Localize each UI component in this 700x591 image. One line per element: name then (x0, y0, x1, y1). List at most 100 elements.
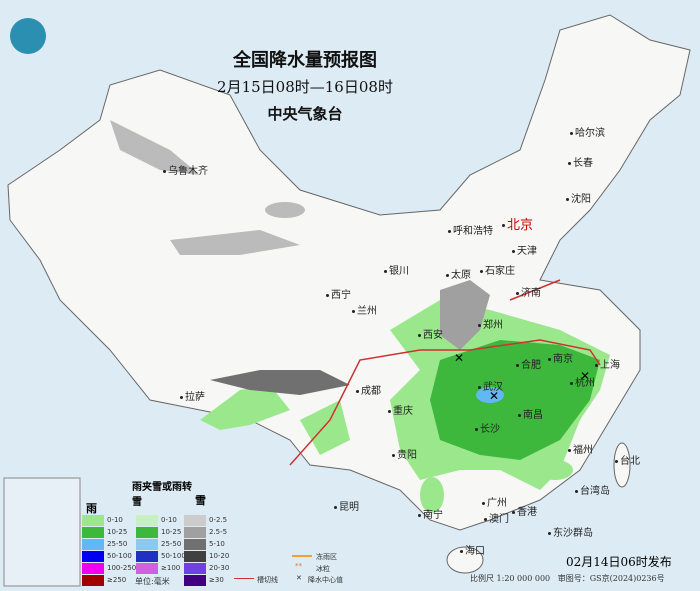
city-label: 济南 (516, 284, 541, 299)
legend-unit: 单位:毫米 (135, 577, 170, 586)
city-label: 杭州 (570, 374, 595, 389)
map-scale: 比例尺 1:20 000 000 (470, 574, 551, 583)
legend-label-snow: 2.5-5 (209, 528, 228, 536)
legend-swatch-mixed (136, 551, 158, 562)
rain-area-sw (300, 400, 350, 455)
city-label: 南昌 (518, 406, 543, 421)
legend-label-mixed: 0-10 (161, 516, 177, 524)
legend-label-rain: 0-10 (107, 516, 123, 524)
legend-swatch-rain (82, 551, 104, 562)
city-label: 香港 (512, 503, 537, 518)
legend-label-snow: 20-30 (209, 564, 230, 572)
issuer: 中央气象台 (267, 105, 343, 123)
legend-trough: 槽切线 (257, 576, 278, 584)
legend-snow-title: 雪 (195, 494, 206, 507)
city-label: 北京 (502, 214, 533, 233)
snow-area-qinghai (170, 230, 300, 255)
city-label: 长沙 (475, 420, 500, 435)
city-label: 西安 (418, 326, 443, 341)
south-china-sea-inset (3, 477, 81, 587)
legend-sleet: 冰粒 (316, 565, 330, 573)
legend-swatch-snow (184, 563, 206, 574)
forecast-period: 2月15日08时—16日08时 (217, 78, 393, 96)
city-label: 乌鲁木齐 (163, 162, 208, 177)
legend-swatch-snow (184, 575, 206, 586)
precip-center-marker: ✕ (489, 389, 499, 403)
city-label: 台北 (615, 452, 640, 467)
legend-label-snow: 0-2.5 (209, 516, 228, 524)
legend-swatch-rain (82, 515, 104, 526)
scale-text: 比例尺 1:20 000 000 审图号：GS京(2024)0236号 (470, 573, 665, 584)
city-label: 长春 (568, 154, 593, 169)
legend-label-mixed: 50-100 (161, 552, 186, 560)
center-cross-icon: ✕ (296, 574, 302, 582)
city-label: 沈阳 (566, 190, 591, 205)
city-label: 呼和浩特 (448, 222, 493, 237)
approval-number: 审图号：GS京(2024)0236号 (557, 574, 665, 583)
legend-swatch-rain (82, 575, 104, 586)
city-label: 成都 (356, 382, 381, 397)
city-label: 合肥 (516, 356, 541, 371)
legend-label-mixed: 25-50 (161, 540, 182, 548)
map-title: 全国降水量预报图 (233, 50, 377, 71)
legend-label-rain: 100-250 (107, 564, 137, 572)
cma-logo-icon (10, 18, 46, 54)
city-label: 太原 (446, 266, 471, 281)
city-label: 石家庄 (480, 262, 515, 277)
snow-area-tibet (210, 370, 350, 395)
city-label: 武汉 (478, 378, 503, 393)
legend-label-rain: 50-100 (107, 552, 132, 560)
legend-swatch-snow (184, 527, 206, 538)
rain-area-moderate (430, 340, 600, 460)
sleet-icon: ** (295, 562, 302, 570)
city-label: 上海 (595, 356, 620, 371)
legend-swatch-mixed (136, 563, 158, 574)
legend-center: 降水中心值 (308, 576, 343, 584)
city-label: 郑州 (478, 316, 503, 331)
snow-area-xinjiang-small (265, 202, 305, 218)
city-label: 重庆 (388, 402, 413, 417)
city-label: 澳门 (484, 510, 509, 525)
city-label: 昆明 (334, 498, 359, 513)
city-label: 南宁 (418, 506, 443, 521)
legend-swatch-snow (184, 539, 206, 550)
city-label: 南京 (548, 350, 573, 365)
legend-swatch-rain (82, 539, 104, 550)
legend-swatch-snow (184, 515, 206, 526)
city-label: 兰州 (352, 302, 377, 317)
rain-area-guangxi (420, 477, 444, 513)
city-label: 哈尔滨 (570, 124, 605, 139)
legend-label-snow: 10-20 (209, 552, 230, 560)
city-label: 银川 (384, 262, 409, 277)
legend-mixed-title: 雨夹雪或雨转雪 (132, 482, 192, 508)
legend-label-snow: 5-10 (209, 540, 225, 548)
legend-label-snow: ≥30 (209, 576, 224, 584)
rain-area-tibet (200, 385, 290, 430)
issued-time: 02月14日06时发布 (566, 555, 672, 569)
legend-label-mixed: 10-25 (161, 528, 182, 536)
precip-center-marker: ✕ (454, 351, 464, 365)
legend-swatch-mixed (136, 515, 158, 526)
trough-line (289, 339, 601, 466)
legend-swatch-mixed (136, 527, 158, 538)
legend-swatch-mixed (136, 539, 158, 550)
rain-area-fujian (537, 460, 573, 480)
legend-freezing-rain: 冻雨区 (316, 553, 337, 561)
legend-label-rain: 10-25 (107, 528, 128, 536)
legend-rain-title: 雨 (86, 502, 97, 515)
city-label: 广州 (482, 494, 507, 509)
city-label: 天津 (512, 242, 537, 257)
snow-area-north (440, 280, 490, 350)
city-label: 东沙群岛 (548, 524, 593, 539)
city-label: 西宁 (326, 286, 351, 301)
legend-swatch-snow (184, 551, 206, 562)
legend-label-rain: ≥250 (107, 576, 127, 584)
freezing-rain-line-icon (292, 555, 312, 557)
city-label: 贵阳 (392, 446, 417, 461)
trough-line-icon (234, 578, 254, 579)
legend-label-rain: 25-50 (107, 540, 128, 548)
city-label: 拉萨 (180, 388, 205, 403)
legend-swatch-rain (82, 563, 104, 574)
city-label: 台湾岛 (575, 482, 610, 497)
